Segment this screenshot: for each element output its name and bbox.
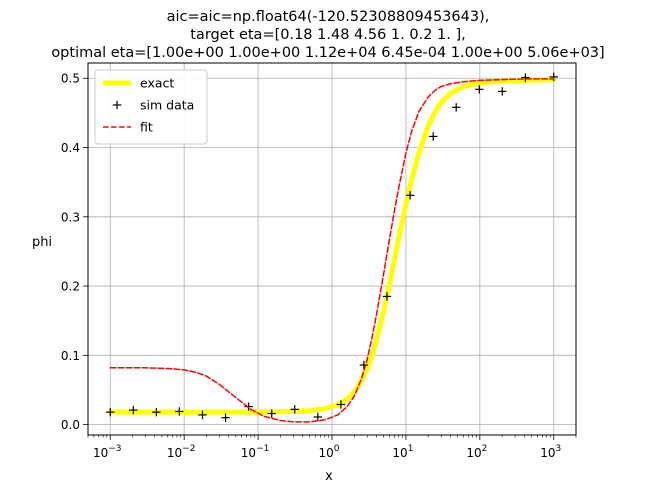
legend-label: exact [140,76,174,91]
series-sim-data [106,72,558,422]
sim-data-point [175,407,184,416]
sim-data-point [336,400,346,409]
y-axis: 0.0 0.1 0.2 0.3 0.4 0.5 [61,72,88,432]
sim-data-point [475,85,484,94]
sim-data-point [313,412,323,422]
sim-data-point [198,410,207,420]
legend-box [94,69,208,145]
sim-data-point [382,292,392,301]
sim-data-point [452,103,461,112]
x-axis: 10−3 10−2 10−1 100 101 102 103 [87,435,577,460]
legend-label: sim data [140,98,194,113]
sim-data-point [267,409,276,418]
sim-data-point [290,405,299,414]
legend-item: fit [103,120,153,135]
title-line-2: target eta=[0.18 1.48 4.56 1. 0.2 1. ], [190,27,466,43]
x-tick-label: 10−2 [167,444,196,460]
legend: exact sim data fit [94,69,208,145]
y-tick-label: 0.4 [61,141,80,155]
y-tick-label: 0.3 [61,210,80,224]
y-tick-label: 0.0 [61,418,80,432]
sim-data-point [106,407,115,417]
x-tick-label: 10−1 [241,444,270,460]
sim-data-point [405,191,415,200]
y-tick-label: 0.1 [61,349,80,363]
plot-series [106,72,558,423]
sim-data-point [129,405,138,415]
title-line-3: optimal eta=[1.00e+00 1.00e+00 1.12e+04 … [51,45,604,61]
sim-data-point [521,73,530,82]
legend-item: sim data [112,98,194,113]
title-line-1: aic=aic=np.float64(-120.52308809453643), [167,9,490,25]
y-tick-label: 0.5 [61,72,80,86]
grid [88,63,576,435]
y-axis-label: phi [32,235,52,250]
x-tick-label: 103 [540,444,561,460]
sim-data-point [498,87,507,96]
chart-title: aic=aic=np.float64(-120.52308809453643),… [51,9,604,61]
legend-label: fit [140,120,153,135]
series-fit-line [109,78,555,423]
sim-data-point [244,402,253,411]
x-tick-label: 10−3 [93,444,122,460]
x-axis-label: x [325,469,333,484]
y-tick-label: 0.2 [61,280,80,294]
legend-item: exact [103,76,174,91]
x-tick-label: 100 [318,444,339,460]
x-tick-label: 101 [392,444,413,460]
sim-data-point [221,413,230,422]
sim-data-point [152,407,161,417]
sim-data-point [429,132,438,141]
x-tick-label: 102 [466,444,487,460]
legend-items: exact sim data fit [103,76,194,135]
series-exact-line [107,77,557,415]
